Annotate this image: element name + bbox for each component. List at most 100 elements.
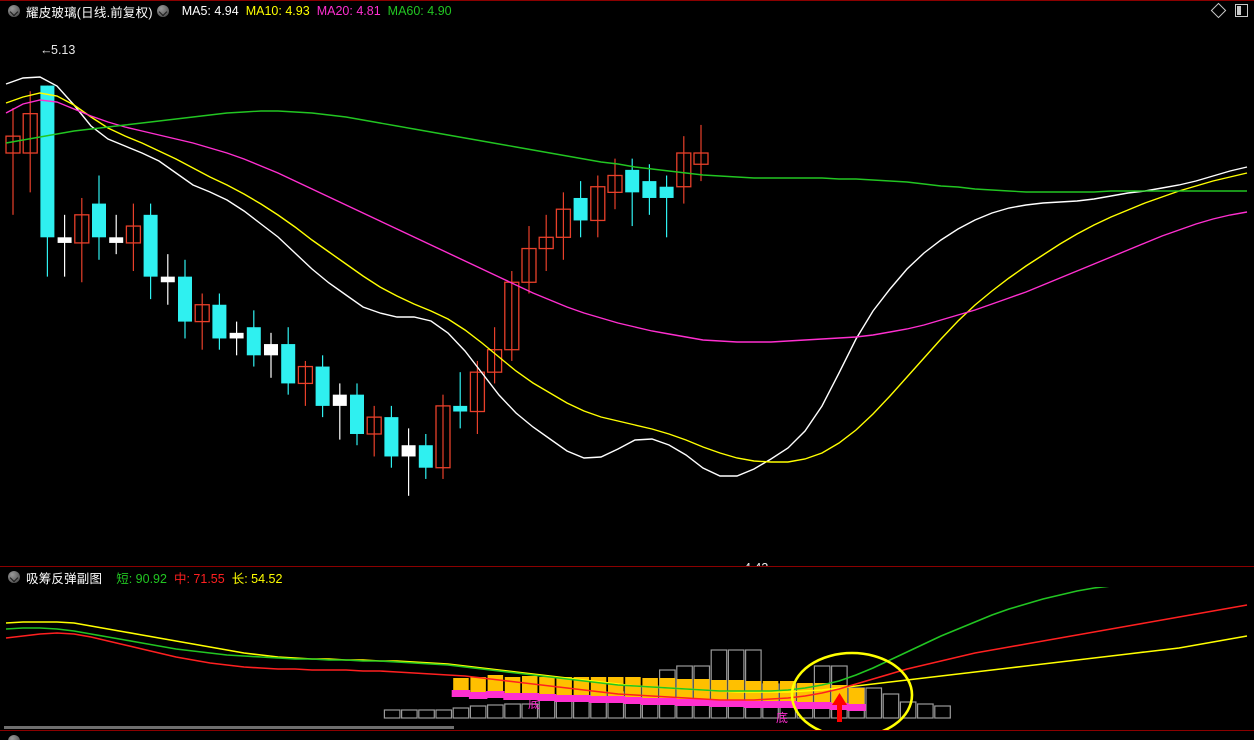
chip-bar [556,677,572,695]
candlestick-chart-pane[interactable]: ←5.13 ←4.43 财 [0,21,1254,584]
chevron-down-circle-icon[interactable] [8,5,20,17]
candle-body [160,276,175,283]
diamond-icon[interactable] [1210,2,1227,19]
candle-body [281,344,296,384]
indicator-ma10: MA10: 4.93 [246,4,310,18]
indicator-ma60: MA60: 4.90 [388,4,452,18]
candle-body [418,445,433,468]
indicator-ma60-value: 4.90 [427,4,452,18]
horizontal-scrollbar[interactable] [4,726,454,729]
candle-body [212,304,227,339]
volume-bar [418,709,435,719]
sub-indicator-mid-label: 中: [173,571,190,586]
chip-base-bar [451,690,471,697]
candle-body [332,394,347,406]
candle-body [642,181,657,198]
ma5-line [5,76,1248,477]
candle-body [229,332,244,339]
candle-body [40,85,55,238]
volume-bar [401,709,418,719]
candle-body [625,169,640,193]
chip-base-bar [709,700,729,707]
chip-base-bar [503,693,522,700]
volume-bar [934,705,951,719]
chip-bar [522,676,538,693]
chip-base-bar [744,701,763,708]
candle-body [366,416,382,435]
volume-bar [899,701,917,719]
candle-body [246,327,261,356]
volume-bar [916,703,934,719]
indicator-ma5: MA5: 4.94 [182,4,239,18]
candle-body [659,186,674,198]
chip-bar [470,677,486,692]
chip-base-bar [572,695,591,702]
chip-base-bar [520,693,539,700]
sub-indicator-pane[interactable]: 反弹 底 底 [0,587,1254,730]
volume-bar [504,703,521,719]
sub-chart-header: 吸筹反弹副图 短: 90.92 中: 71.55 长: 54.52 [0,566,1254,587]
chip-base-bar [847,704,866,711]
sub-short-line [5,587,1110,692]
chip-base-bar [812,702,832,709]
ma10-line [5,92,1248,463]
candle-series [5,85,709,496]
volume-bar [435,709,453,719]
sub-indicator-long-value: 54.52 [251,571,283,586]
indicator-ma10-label: MA10: [245,4,282,18]
candle-body [297,365,314,385]
chip-bar [504,677,521,693]
chip-base-bar [675,699,694,706]
rebound-arrow-icon [832,693,847,722]
candle-body [143,214,158,277]
candle-body [22,113,38,154]
sub-indicator-svg [5,587,1248,730]
volume-bar [487,704,504,719]
candle-body [453,405,468,412]
panel-layout-icon[interactable] [1235,4,1248,17]
chip-base-bar [795,702,815,709]
sub-mid-line [5,604,1248,701]
bottom-signal-label-1: 底 [528,697,541,711]
chip-bar [625,677,641,697]
chip-bar [453,678,469,690]
candle-body [573,197,588,221]
header-right-icons [1210,2,1248,19]
candle-body [607,174,623,193]
chevron-down-circle-icon[interactable] [8,571,20,583]
candle-body [521,247,537,283]
chevron-down-circle-icon[interactable] [8,735,20,740]
chip-bar [797,683,813,702]
candle-body [590,186,606,222]
chip-base-bar [486,691,505,698]
candle-body [109,237,124,243]
chip-base-bar [468,692,488,699]
chip-bar [642,678,658,698]
candle-body [693,152,709,165]
candle-body [676,152,692,188]
candle-body [538,236,554,250]
volume-bar [882,693,900,719]
ma60-line [5,110,1247,193]
candle-body [5,135,21,154]
chip-base-bar [761,701,780,708]
sub-indicator-long-label: 长: [231,571,248,586]
high-price-annotation: ←5.13 [40,43,76,57]
indicator-ma60-label: MA60: [387,4,424,18]
chip-base-bar [554,695,574,702]
candle-body [194,304,210,323]
candle-body [125,225,142,244]
main-chart-header: 耀皮玻璃(日线.前复权) MA5: 4.94 MA10: 4.93 MA20: … [0,0,1254,21]
indicator-ma5-value: 4.94 [214,4,239,18]
chip-bar [848,688,865,704]
sub-indicator-long: 长: 54.52 [232,568,283,587]
candle-body [92,203,106,238]
chip-base-bar [606,696,625,703]
volume-bar [865,687,883,719]
indicator-toggle-icon[interactable] [156,5,169,17]
sub-indicator-short-label: 短: [116,571,133,586]
ma20-line [5,99,1248,343]
chip-base-bar [778,701,797,708]
candle-body [401,445,416,457]
